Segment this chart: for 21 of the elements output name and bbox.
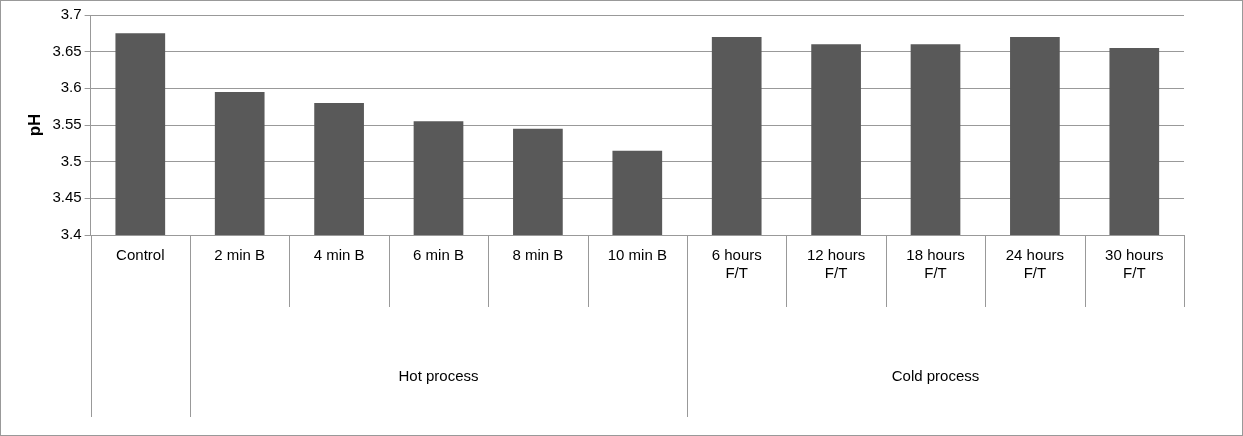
x-tick-label: 24 hours F/T bbox=[1005, 246, 1065, 282]
x-tick-label: 8 min B bbox=[512, 246, 564, 264]
x-tick-label: 18 hours F/T bbox=[906, 246, 965, 282]
x-tick-label: Control bbox=[116, 246, 165, 264]
x-tick-label: 6 min B bbox=[413, 246, 464, 264]
y-tick-label: 3.5 bbox=[60, 151, 82, 169]
y-tick-label: 3.7 bbox=[60, 5, 82, 23]
text: Cold process bbox=[891, 367, 980, 385]
y-tick-label: 3.65 bbox=[52, 41, 82, 59]
text: Hot process bbox=[398, 367, 479, 385]
y-tick-label: 3.55 bbox=[52, 115, 82, 133]
y-axis-title: pH bbox=[24, 113, 44, 137]
y-tick-label: 3.6 bbox=[60, 78, 82, 96]
x-tick-label: 30 hours F/T bbox=[1105, 246, 1164, 282]
x-tick-label: 10 min B bbox=[607, 246, 667, 264]
y-tick-label: 3.45 bbox=[52, 188, 82, 206]
x-tick-label: 4 min B bbox=[313, 246, 365, 264]
x-tick-label: 6 hours F/T bbox=[711, 246, 762, 282]
x-tick-label: 12 hours F/T bbox=[806, 246, 866, 282]
x-tick-label: 2 min B bbox=[214, 246, 266, 264]
y-tick-label: 3.4 bbox=[60, 225, 82, 243]
